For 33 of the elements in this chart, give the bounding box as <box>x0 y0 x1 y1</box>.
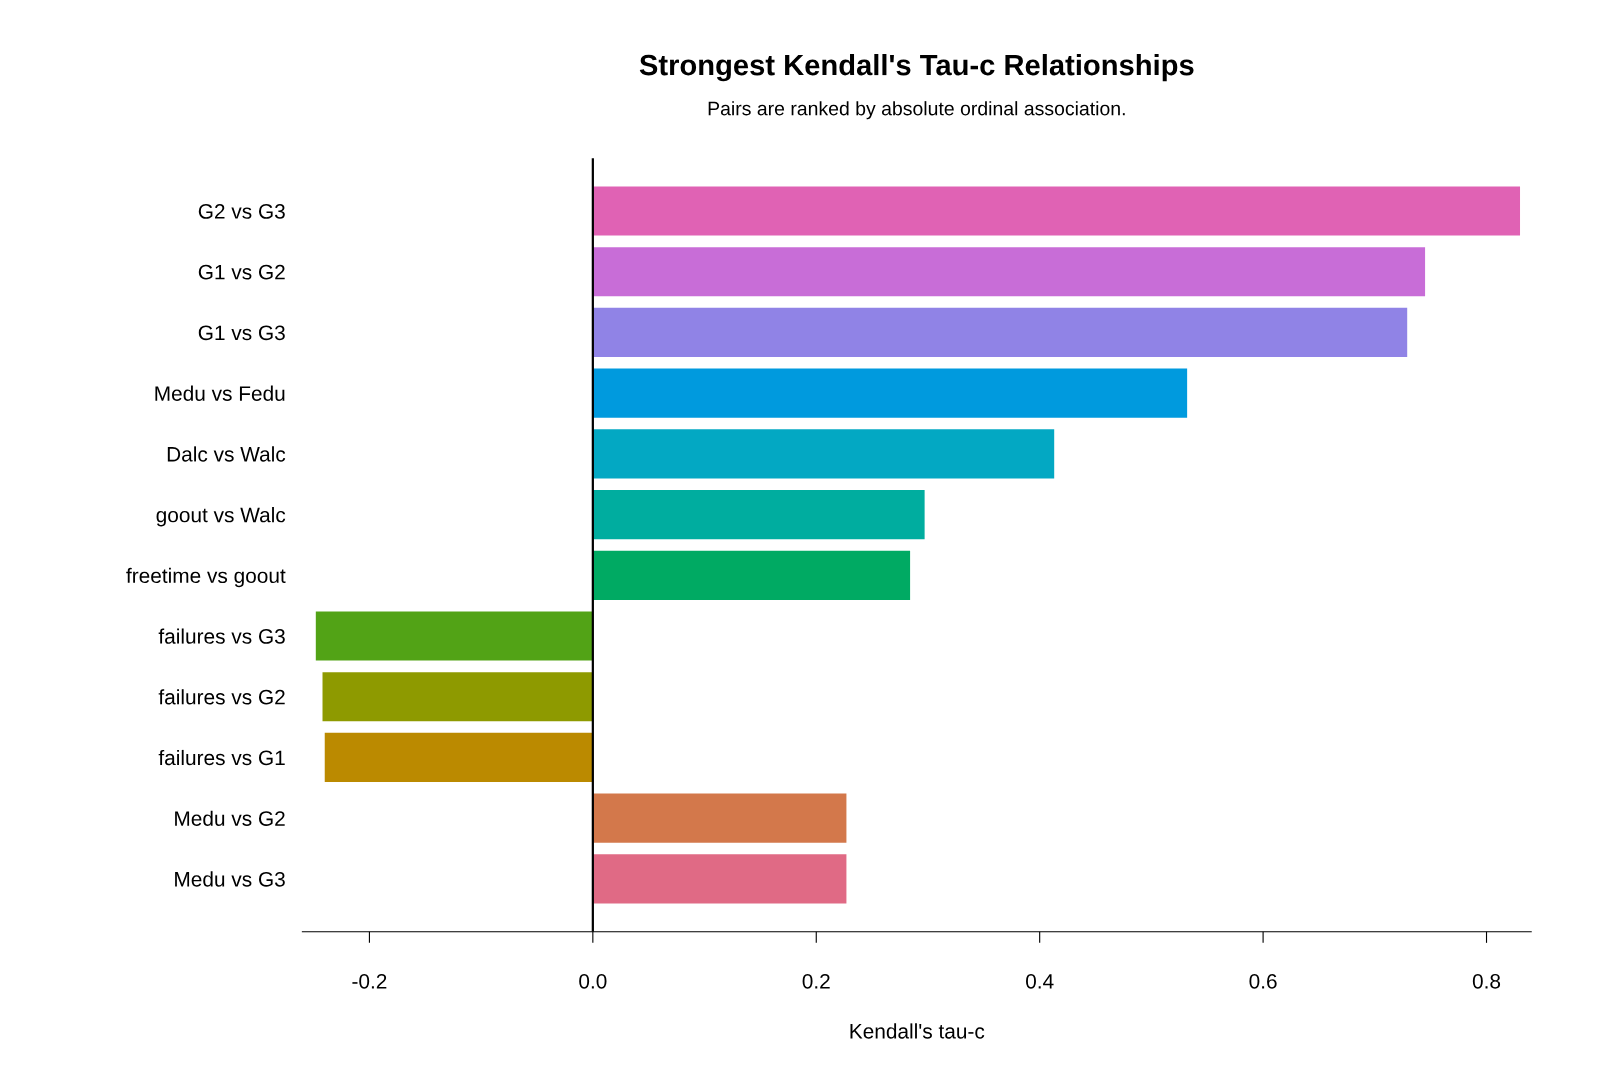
x-tick-label: 0.6 <box>1249 973 1277 989</box>
bar <box>592 307 1408 358</box>
bar <box>592 186 1521 236</box>
x-tick-label: 0.4 <box>1026 973 1054 989</box>
x-axis-title: Kendall's tau-c <box>850 1023 985 1039</box>
x-tick-label: 0.8 <box>1472 973 1501 989</box>
y-tick-label: Dalc vs Walc <box>167 446 286 462</box>
y-tick-label: Medu vs G2 <box>175 810 285 826</box>
chart-title: Strongest Kendall's Tau-c Relationships <box>639 53 1194 82</box>
x-tick-label: 0.2 <box>802 973 830 989</box>
y-tick-label: freetime vs goout <box>126 567 286 588</box>
bar <box>322 672 593 722</box>
y-tick-label: failures vs G2 <box>158 689 285 705</box>
y-tick-label: G2 vs G3 <box>198 204 285 219</box>
bar <box>592 368 1188 418</box>
bar <box>592 429 1055 479</box>
x-tick-label: 0.0 <box>579 973 607 989</box>
y-tick-label: failures vs G3 <box>158 628 285 644</box>
y-tick-label: Medu vs G3 <box>175 871 285 887</box>
bar <box>315 611 593 661</box>
bar <box>592 247 1426 297</box>
y-tick-label: Medu vs Fedu <box>155 385 285 401</box>
chart-subtitle: Pairs are ranked by absolute ordinal association. <box>708 101 1125 120</box>
y-tick-label: G1 vs G2 <box>198 264 285 280</box>
bar <box>592 490 925 540</box>
bar <box>324 732 593 783</box>
y-tick-label: failures vs G1 <box>158 749 285 766</box>
bar <box>592 550 911 600</box>
y-tick-label: G1 vs G3 <box>198 325 285 341</box>
y-tick-label: goout vs Walc <box>156 507 286 527</box>
x-tick-label: -0.2 <box>352 973 387 989</box>
bar <box>592 854 847 904</box>
bar <box>592 793 847 843</box>
